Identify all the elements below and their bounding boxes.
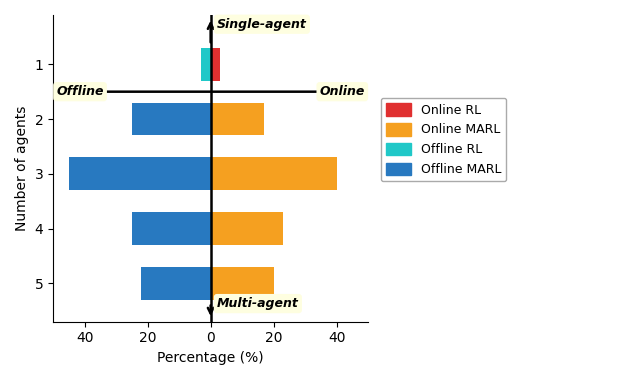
Bar bbox=[211, 267, 274, 300]
Bar bbox=[141, 267, 211, 300]
Bar bbox=[201, 48, 211, 81]
Bar bbox=[211, 48, 220, 81]
Bar bbox=[211, 103, 264, 136]
Text: Multi-agent: Multi-agent bbox=[217, 297, 299, 310]
X-axis label: Percentage (%): Percentage (%) bbox=[157, 351, 264, 365]
Legend: Online RL, Online MARL, Offline RL, Offline MARL: Online RL, Online MARL, Offline RL, Offl… bbox=[381, 98, 506, 181]
Text: Online: Online bbox=[319, 85, 365, 98]
Bar bbox=[132, 103, 211, 136]
Bar bbox=[211, 157, 337, 190]
Text: Offline: Offline bbox=[56, 85, 104, 98]
Text: Single-agent: Single-agent bbox=[217, 18, 307, 31]
Bar bbox=[132, 212, 211, 245]
Bar bbox=[69, 157, 211, 190]
Bar bbox=[211, 212, 283, 245]
Y-axis label: Number of agents: Number of agents bbox=[15, 106, 29, 231]
